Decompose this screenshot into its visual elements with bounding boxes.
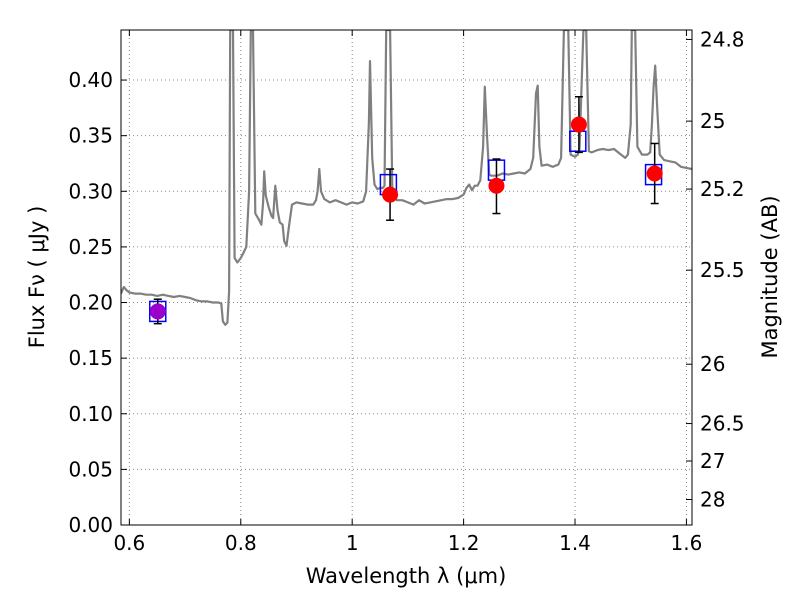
plot-area [121, 30, 692, 326]
observed-point [382, 186, 399, 203]
x-axis-label: Wavelength λ (μm) [306, 564, 507, 588]
y-tick-label: 0.05 [68, 457, 113, 481]
y-axis-right: 24.8 25 25.2 25.5 26 26.5 27 28 [686, 27, 745, 512]
y2-axis-label: Magnitude (AB) [758, 195, 782, 358]
model-spectrum-layer [121, 30, 692, 326]
y-tick-label: 0.40 [68, 68, 113, 92]
y2-tick-label: 26 [700, 352, 725, 376]
observed-point [488, 177, 505, 194]
grid [121, 30, 692, 525]
x-tick-label: 1 [346, 531, 359, 555]
plot-frame [120, 29, 693, 526]
y-tick-label: 0.35 [68, 124, 113, 148]
model-spectrum-line [121, 30, 692, 326]
observed-point [149, 303, 166, 320]
y2-tick-label: 24.8 [700, 27, 745, 51]
y2-tick-label: 25 [700, 109, 725, 133]
y-tick-label: 0.30 [68, 179, 113, 203]
x-tick-label: 1.6 [671, 531, 703, 555]
y2-tick-label: 25.5 [700, 258, 745, 282]
y-axis-left: 0.00 0.05 0.10 0.15 0.20 0.25 0.30 0.35 0.40 [68, 68, 127, 537]
y-tick-label: 0.00 [68, 513, 113, 537]
observed-point [646, 165, 663, 182]
y-tick-label: 0.10 [68, 402, 113, 426]
observed-photometry-layer [149, 95, 663, 325]
y-tick-label: 0.25 [68, 235, 113, 259]
x-axis: 0.6 0.8 1 1.2 1.4 1.6 [113, 30, 702, 555]
y2-tick-label: 28 [700, 488, 725, 512]
y2-tick-label: 25.2 [700, 177, 745, 201]
x-tick-label: 1.4 [559, 531, 591, 555]
x-tick-label: 0.6 [113, 531, 145, 555]
y-tick-label: 0.15 [68, 346, 113, 370]
y2-tick-label: 26.5 [700, 412, 745, 436]
x-tick-label: 0.8 [225, 531, 257, 555]
y2-tick-label: 27 [700, 449, 725, 473]
y-axis-label: Flux Fν ( μJy ) [25, 206, 49, 349]
x-tick-label: 1.2 [448, 531, 480, 555]
observed-point [570, 116, 587, 133]
y-tick-label: 0.20 [68, 291, 113, 315]
